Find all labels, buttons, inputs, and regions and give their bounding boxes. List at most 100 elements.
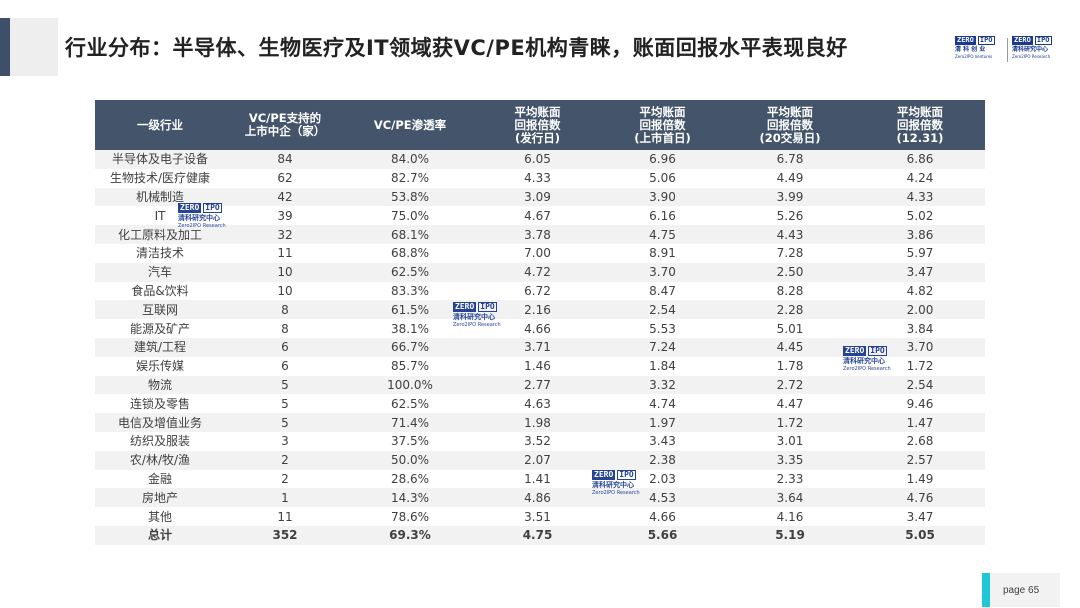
value-cell: 1.47 bbox=[855, 413, 985, 432]
column-header: 平均账面 回报倍数 (上市首日) bbox=[600, 100, 725, 150]
industry-cell: 建筑/工程 bbox=[95, 337, 225, 357]
value-cell: 7.00 bbox=[475, 243, 600, 263]
value-cell: 32 bbox=[225, 225, 345, 244]
value-cell: 1.97 bbox=[600, 413, 725, 432]
value-cell: 10 bbox=[225, 281, 345, 301]
value-cell: 2 bbox=[225, 469, 345, 489]
industry-cell: 机械制造 bbox=[95, 187, 225, 207]
value-cell: 1.72 bbox=[725, 413, 855, 432]
value-cell: 3.70 bbox=[855, 337, 985, 357]
value-cell: 4.16 bbox=[725, 507, 855, 526]
value-cell: 39 bbox=[225, 206, 345, 226]
table-row: 其他 11 78.6% 3.51 4.66 4.16 3.47 bbox=[95, 507, 985, 526]
total-value-cell: 69.3% bbox=[345, 525, 475, 545]
value-cell: 50.0% bbox=[345, 450, 475, 470]
value-cell: 4.86 bbox=[475, 488, 600, 508]
page-title: 行业分布：半导体、生物医疗及IT领域获VC/PE机构青睐，账面回报水平表现良好 bbox=[65, 36, 848, 60]
value-cell: 84.0% bbox=[345, 150, 475, 169]
value-cell: 61.5% bbox=[345, 300, 475, 320]
value-cell: 4.45 bbox=[725, 337, 855, 357]
watermark-logo: ZERO IPO 清科研究中心 Zero2IPO Research bbox=[178, 203, 226, 229]
value-cell: 7.24 bbox=[600, 337, 725, 357]
column-header: VC/PE支持的 上市中企（家） bbox=[225, 100, 345, 150]
value-cell: 4.33 bbox=[475, 168, 600, 188]
table-row: 娱乐传媒 6 85.7% 1.46 1.84 1.78 1.72 bbox=[95, 356, 985, 376]
value-cell: 3.47 bbox=[855, 507, 985, 526]
industry-cell: 连锁及零售 bbox=[95, 394, 225, 414]
table-row: 电信及增值业务 5 71.4% 1.98 1.97 1.72 1.47 bbox=[95, 413, 985, 432]
value-cell: 2.77 bbox=[475, 375, 600, 395]
value-cell: 4.49 bbox=[725, 168, 855, 188]
industry-cell: 互联网 bbox=[95, 300, 225, 320]
value-cell: 2.54 bbox=[855, 375, 985, 395]
value-cell: 1.46 bbox=[475, 356, 600, 376]
value-cell: 2.68 bbox=[855, 431, 985, 451]
header-logos: ZERO IPO 清 科 创 业 Zero2IPO Ventures ZERO … bbox=[955, 36, 1060, 64]
footer-accent-bar bbox=[982, 573, 990, 607]
value-cell: 3.70 bbox=[600, 262, 725, 282]
value-cell: 3.90 bbox=[600, 187, 725, 207]
table-row: 生物技术/医疗健康 62 82.7% 4.33 5.06 4.49 4.24 bbox=[95, 168, 985, 188]
total-label-cell: 总计 bbox=[95, 525, 225, 545]
value-cell: 1 bbox=[225, 488, 345, 508]
industry-cell: 化工原料及加工 bbox=[95, 225, 225, 244]
value-cell: 4.53 bbox=[600, 488, 725, 508]
value-cell: 3.52 bbox=[475, 431, 600, 451]
industry-cell: 汽车 bbox=[95, 262, 225, 282]
industry-cell: 其他 bbox=[95, 507, 225, 526]
table-row: 半导体及电子设备 84 84.0% 6.05 6.96 6.78 6.86 bbox=[95, 150, 985, 169]
page-number: page 65 bbox=[1003, 585, 1040, 596]
value-cell: 66.7% bbox=[345, 337, 475, 357]
industry-cell: 清洁技术 bbox=[95, 243, 225, 263]
value-cell: 3.84 bbox=[855, 319, 985, 338]
value-cell: 4.72 bbox=[475, 262, 600, 282]
value-cell: 2.38 bbox=[600, 450, 725, 470]
value-cell: 2.28 bbox=[725, 300, 855, 320]
table-row: 连锁及零售 5 62.5% 4.63 4.74 4.47 9.46 bbox=[95, 394, 985, 414]
watermark-logo: ZERO IPO 清科研究中心 Zero2IPO Research bbox=[592, 470, 640, 496]
title-accent-bar bbox=[0, 18, 10, 76]
value-cell: 3.09 bbox=[475, 187, 600, 207]
value-cell: 3.51 bbox=[475, 507, 600, 526]
value-cell: 11 bbox=[225, 507, 345, 526]
value-cell: 5.02 bbox=[855, 206, 985, 226]
value-cell: 8.91 bbox=[600, 243, 725, 263]
value-cell: 68.1% bbox=[345, 225, 475, 244]
value-cell: 4.24 bbox=[855, 168, 985, 188]
value-cell: 8 bbox=[225, 319, 345, 338]
value-cell: 6.05 bbox=[475, 150, 600, 169]
table-row: IT 39 75.0% 4.67 6.16 5.26 5.02 bbox=[95, 206, 985, 226]
value-cell: 53.8% bbox=[345, 187, 475, 207]
table-row: 能源及矿产 8 38.1% 4.66 5.53 5.01 3.84 bbox=[95, 319, 985, 338]
value-cell: 7.28 bbox=[725, 243, 855, 263]
table-row: 互联网 8 61.5% 2.16 2.54 2.28 2.00 bbox=[95, 300, 985, 320]
table-row: 房地产 1 14.3% 4.86 4.53 3.64 4.76 bbox=[95, 488, 985, 508]
table-row: 汽车 10 62.5% 4.72 3.70 2.50 3.47 bbox=[95, 262, 985, 282]
industry-distribution-table: 一级行业 VC/PE支持的 上市中企（家） VC/PE渗透率 平均账面 回报倍数 (发行日)… bbox=[95, 100, 985, 545]
value-cell: 82.7% bbox=[345, 168, 475, 188]
industry-cell: 农/林/牧/渔 bbox=[95, 450, 225, 470]
value-cell: 1.84 bbox=[600, 356, 725, 376]
value-cell: 8.28 bbox=[725, 281, 855, 301]
table-row: 农/林/牧/渔 2 50.0% 2.07 2.38 3.35 2.57 bbox=[95, 450, 985, 470]
value-cell: 5 bbox=[225, 394, 345, 414]
value-cell: 4.66 bbox=[600, 507, 725, 526]
table-row: 食品&饮料 10 83.3% 6.72 8.47 8.28 4.82 bbox=[95, 281, 985, 301]
table-header-row: 一级行业 VC/PE支持的 上市中企（家） VC/PE渗透率 平均账面 回报倍数 (发行日)… bbox=[95, 100, 985, 150]
value-cell: 78.6% bbox=[345, 507, 475, 526]
value-cell: 1.41 bbox=[475, 469, 600, 489]
value-cell: 5.01 bbox=[725, 319, 855, 338]
value-cell: 6.78 bbox=[725, 150, 855, 169]
value-cell: 8 bbox=[225, 300, 345, 320]
column-header: VC/PE渗透率 bbox=[345, 100, 475, 150]
value-cell: 10 bbox=[225, 262, 345, 282]
column-header: 平均账面 回报倍数 (发行日) bbox=[475, 100, 600, 150]
value-cell: 2.54 bbox=[600, 300, 725, 320]
table-row: 物流 5 100.0% 2.77 3.32 2.72 2.54 bbox=[95, 375, 985, 395]
value-cell: 2.33 bbox=[725, 469, 855, 489]
value-cell: 6 bbox=[225, 337, 345, 357]
value-cell: 4.47 bbox=[725, 394, 855, 414]
total-value-cell: 5.05 bbox=[855, 525, 985, 545]
industry-cell: 房地产 bbox=[95, 488, 225, 508]
value-cell: 2.03 bbox=[600, 469, 725, 489]
